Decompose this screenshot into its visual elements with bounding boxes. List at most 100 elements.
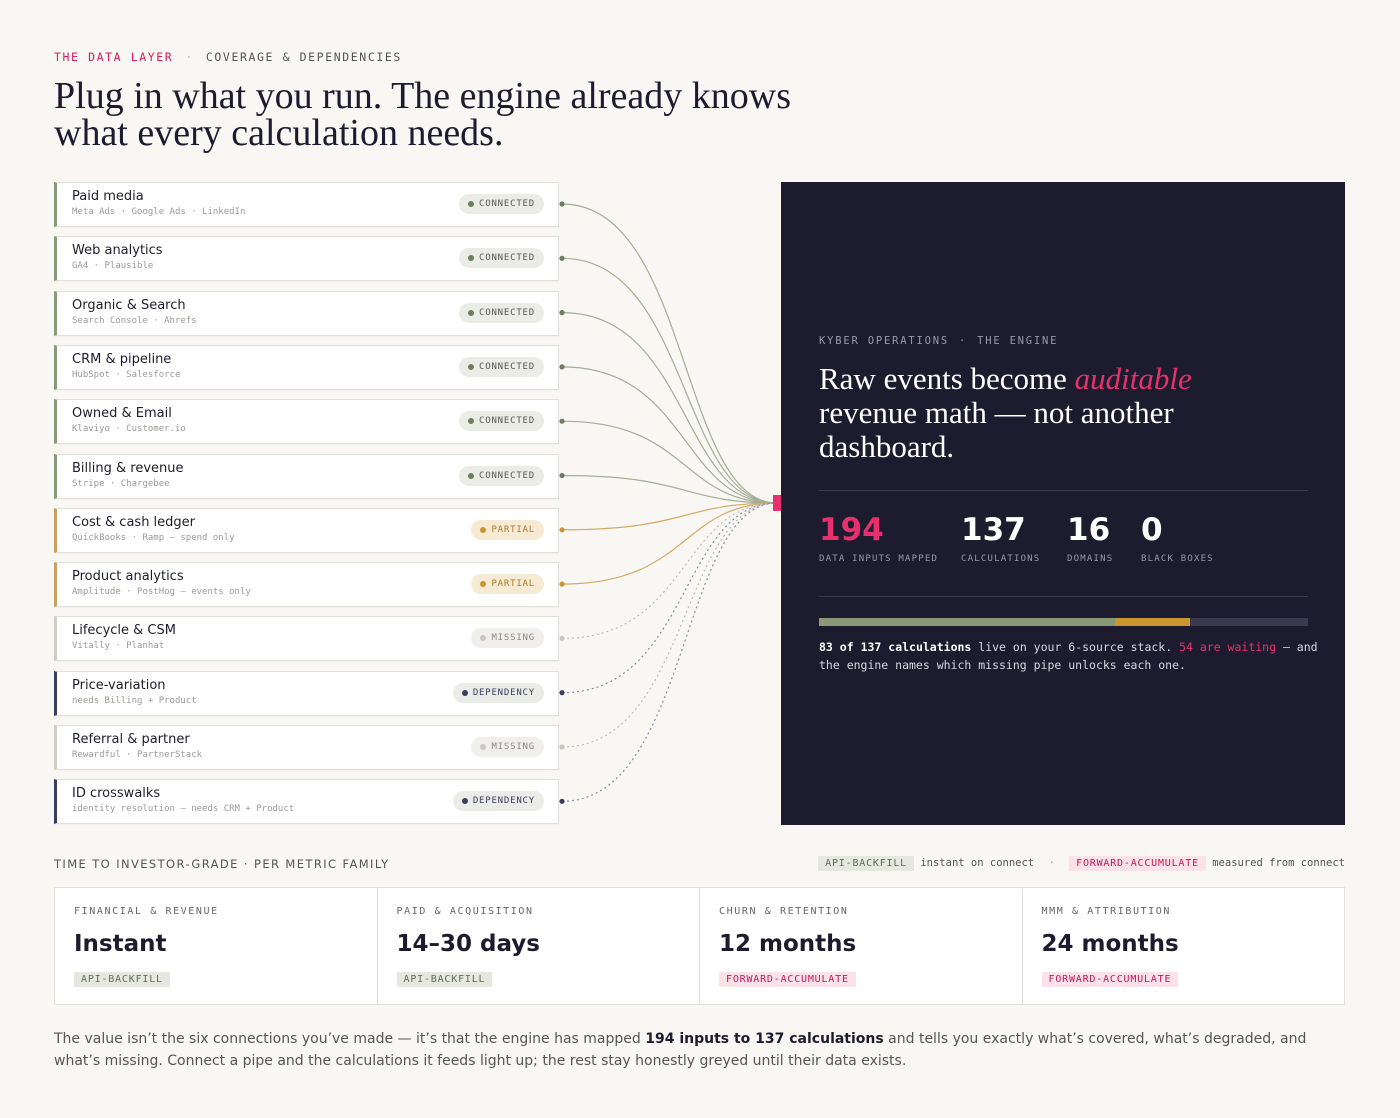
stat-value: 194 xyxy=(819,512,884,548)
headline-emphasis: auditable xyxy=(1074,361,1192,396)
footer-text: and tells you exactly what’s covered, wh… xyxy=(54,1031,1307,1069)
source-detail: HubSpot · Salesforce xyxy=(72,369,181,380)
connection-dot xyxy=(559,581,565,587)
status-badge: MISSING xyxy=(471,737,544,757)
eyebrow-label: THE DATA LAYER xyxy=(54,50,174,64)
status-badge: CONNECTED xyxy=(459,465,544,486)
source-name: CRM & pipeline xyxy=(72,351,172,367)
source-name: Price-variation xyxy=(72,677,166,693)
engine-panel: KYBER OPERATIONS · THE ENGINE Raw events b… xyxy=(781,182,1345,825)
legend-text: measured from connect xyxy=(1212,857,1345,869)
engine-eyebrow-label: KYBER OPERATIONS xyxy=(819,335,949,347)
connection-line xyxy=(561,312,778,504)
source-name: Organic & Search xyxy=(72,297,186,313)
engine-eyebrow-sub: THE ENGINE xyxy=(977,335,1059,347)
legend-text: instant on connect xyxy=(920,857,1035,869)
connection-line xyxy=(561,502,778,748)
coverage-bar xyxy=(819,618,1308,626)
bar-partial xyxy=(1115,618,1191,626)
connection-dot xyxy=(559,472,565,479)
status-badge: MISSING xyxy=(471,628,544,649)
divider xyxy=(819,490,1308,491)
footer-note: The value isn’t the six connections you’… xyxy=(54,1028,1344,1072)
card-time: 14–30 days xyxy=(396,931,540,957)
page-title: Plug in what you run. The engine already… xyxy=(54,75,791,154)
source-name: ID crosswalks xyxy=(72,786,161,802)
timing-cards: FINANCIAL & REVENUE Instant API-BACKFILL PA… xyxy=(54,887,1345,1005)
card-method: API-BACKFILL xyxy=(74,972,170,987)
connection-line xyxy=(561,257,778,504)
source-detail: Rewardful · PartnerStack xyxy=(72,750,203,760)
source-name: Owned & Email xyxy=(72,406,172,422)
connection-dot xyxy=(559,255,565,261)
engine-headline: Raw events become auditable revenue math… xyxy=(819,362,1289,464)
connection-line xyxy=(561,502,778,694)
source-detail: Vitally · Planhat xyxy=(72,641,165,652)
source-detail: needs Billing + Product xyxy=(72,695,197,706)
status-badge: CONNECTED xyxy=(459,302,544,323)
footer-strong: 194 inputs to 137 calculations xyxy=(645,1031,884,1047)
connection-dot xyxy=(559,201,565,207)
connection-dot xyxy=(559,635,565,642)
covered-count: 83 xyxy=(819,640,833,654)
source-row: Organic & Search Search Console · Ahrefs C… xyxy=(54,290,559,336)
stat-label: BLACK BOXES xyxy=(1141,554,1214,564)
source-name: Referral & partner xyxy=(72,732,190,747)
stat-value: 16 xyxy=(1067,512,1111,548)
eyebrow-sub: COVERAGE & DEPENDENCIES xyxy=(205,50,402,64)
source-name: Web analytics xyxy=(72,243,163,259)
card-time: 12 months xyxy=(719,931,857,957)
source-row: Product analytics Amplitude · PostHog — e… xyxy=(54,562,559,608)
source-row: Owned & Email Klaviyo · Customer.io CONNEC… xyxy=(54,399,559,445)
headline-text: Raw events become xyxy=(819,361,1075,396)
timing-label: TIME TO INVESTOR-GRADE · PER METRIC FAMI… xyxy=(54,857,390,871)
timing-card: CHURN & RETENTION 12 months FORWARD-ACCUMU… xyxy=(700,888,1023,1004)
status-badge: DEPENDENCY xyxy=(452,682,544,703)
connection-dot xyxy=(559,364,565,370)
source-row: ID crosswalks identity resolution — needs… xyxy=(54,779,559,825)
status-badge: CONNECTED xyxy=(459,194,544,214)
connection-line xyxy=(561,474,778,504)
stat: 0 BLACK BOXES xyxy=(1141,512,1214,564)
card-method: FORWARD-ACCUMULATE xyxy=(1041,972,1179,987)
source-row: Web analytics GA4 · Plausible CONNECTED xyxy=(54,236,559,282)
connection-line xyxy=(561,502,778,802)
source-detail: GA4 · Plausible xyxy=(72,261,154,272)
card-method: API-BACKFILL xyxy=(396,972,493,987)
note-text: calculations xyxy=(881,640,972,654)
status-badge: CONNECTED xyxy=(459,356,544,377)
timing-legend: API-BACKFILL instant on connect · FORWAR… xyxy=(818,856,1345,871)
stat: 137 CALCULATIONS xyxy=(961,512,1040,564)
source-name: Product analytics xyxy=(72,569,184,585)
divider xyxy=(819,596,1308,597)
stat: 194 DATA INPUTS MAPPED xyxy=(819,512,938,564)
connection-dot xyxy=(559,418,565,424)
source-row: Cost & cash ledger QuickBooks · Ramp — sp… xyxy=(54,507,559,553)
source-detail: Amplitude · PostHog — events only xyxy=(72,587,251,598)
status-badge: DEPENDENCY xyxy=(452,791,544,812)
connection-dot xyxy=(559,527,565,533)
stat: 16 DOMAINS xyxy=(1067,512,1113,564)
card-family: MMM & ATTRIBUTION xyxy=(1041,906,1172,917)
source-name: Cost & cash ledger xyxy=(72,514,196,530)
timing-card: FINANCIAL & REVENUE Instant API-BACKFILL xyxy=(55,888,378,1004)
source-detail: Search Console · Ahrefs xyxy=(72,315,197,326)
connection-dot xyxy=(559,690,565,696)
timing-card: MMM & ATTRIBUTION 24 months FORWARD-ACCUMU… xyxy=(1023,888,1345,1004)
stat-value: 0 xyxy=(1141,512,1163,548)
coverage-note: 83 of 137 calculations live on your 6-so… xyxy=(819,638,1319,674)
connection-line xyxy=(561,502,778,531)
card-family: CHURN & RETENTION xyxy=(719,906,849,917)
bar-covered xyxy=(819,618,1116,626)
status-badge: PARTIAL xyxy=(471,574,544,595)
card-time: Instant xyxy=(74,931,167,957)
headline-text: revenue math — not another dashboard. xyxy=(819,395,1174,464)
note-text: — and the engine names which missing pip… xyxy=(819,640,1318,672)
eyebrow: THE DATA LAYER · COVERAGE & DEPENDENCIES xyxy=(54,50,402,64)
status-badge: CONNECTED xyxy=(459,248,544,269)
note-text: live on your 6-source stack. xyxy=(971,640,1180,654)
source-row: Paid media Meta Ads · Google Ads · Linked… xyxy=(54,182,559,227)
status-badge: CONNECTED xyxy=(459,411,544,432)
connection-dot xyxy=(559,310,565,316)
